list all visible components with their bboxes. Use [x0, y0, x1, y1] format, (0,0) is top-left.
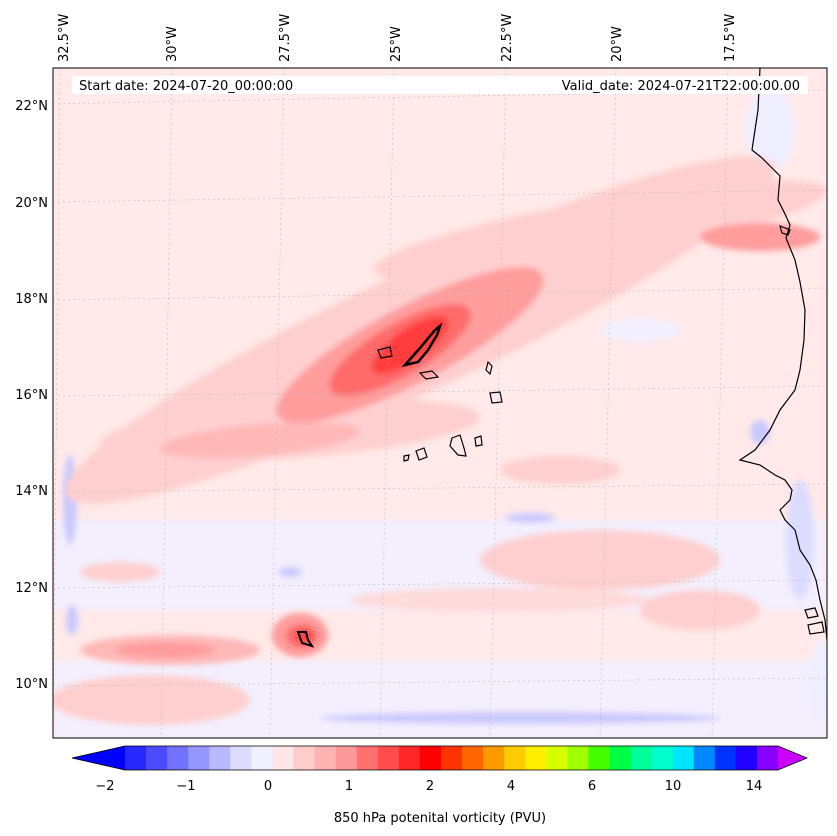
- colorbar-bin: [188, 746, 210, 770]
- lon-label: 27.5°W: [278, 14, 293, 62]
- colorbar-bin: [251, 746, 273, 770]
- lon-label: 20°W: [610, 26, 625, 62]
- colorbar-bin: [588, 746, 610, 770]
- lon-label: 22.5°W: [500, 14, 515, 62]
- header-box: [72, 76, 808, 94]
- colorbar-bin: [504, 746, 526, 770]
- lat-label: 10°N: [15, 677, 48, 692]
- colorbar-extend-max: [778, 746, 807, 770]
- coastlines: [296, 68, 827, 648]
- map-border: [52, 67, 828, 739]
- colorbar-bin: [419, 746, 442, 770]
- colorbar-bin: [462, 746, 484, 770]
- pv-field: [53, 68, 827, 738]
- colorbar-tick-label: −1: [176, 779, 195, 794]
- colorbar-tick-label: 6: [588, 779, 596, 794]
- colorbar-bin: [167, 746, 189, 770]
- colorbar-bin: [293, 746, 316, 770]
- colorbar-tick-label: 4: [507, 779, 515, 794]
- colorbar-bin: [398, 746, 421, 770]
- lon-label: 32.5°W: [57, 14, 72, 62]
- colorbar-bin: [335, 746, 358, 770]
- colorbar-tick-label: 0: [264, 779, 272, 794]
- colorbar-bin: [272, 746, 295, 770]
- colorbar-ticks: −2 −1 0 1 2 4 6 10 14: [95, 779, 762, 794]
- colorbar-bin: [609, 746, 632, 770]
- colorbar-label: 850 hPa potenital vorticity (PVU): [334, 811, 546, 826]
- cape-verde-santiago: [449, 434, 467, 457]
- colorbar-bin: [651, 746, 674, 770]
- valid-date-label: Valid_date: 2024-07-21T22:00:00.00: [562, 79, 800, 94]
- colorbar-bin: [230, 746, 252, 770]
- colorbar-outline: [71, 745, 809, 771]
- lon-label: 30°W: [165, 26, 180, 62]
- lat-label: 22°N: [15, 99, 48, 114]
- colorbar-bin: [546, 746, 568, 770]
- lat-label: 12°N: [15, 581, 48, 596]
- colorbar-tick-label: −2: [95, 779, 114, 794]
- colorbar-bin: [672, 746, 695, 770]
- start-date-label: Start date: 2024-07-20_00:00:00: [79, 79, 293, 94]
- colorbar: [71, 745, 809, 771]
- cape-verde-fogo: [415, 447, 428, 461]
- lat-label: 14°N: [15, 484, 48, 499]
- colorbar-bin: [483, 746, 505, 770]
- colorbar-bin: [146, 746, 168, 770]
- bijagos-islands: [804, 607, 825, 635]
- lon-label: 25°W: [389, 26, 404, 62]
- colorbar-tick-label: 14: [746, 779, 763, 794]
- colorbar-bin: [125, 746, 147, 770]
- longitude-labels: 32.5°W 30°W 27.5°W 25°W 22.5°W 20°W 17.5…: [57, 14, 738, 62]
- graticule: [53, 68, 827, 738]
- colorbar-bin: [525, 746, 547, 770]
- colorbar-bin: [377, 746, 400, 770]
- cape-verde-sao-nicolau: [418, 370, 440, 380]
- colorbar-bin: [314, 746, 337, 770]
- lat-label: 16°N: [15, 388, 48, 403]
- west-africa-island-1: [296, 631, 315, 648]
- colorbar-tick-label: 1: [345, 779, 353, 794]
- africa-coastline: [738, 68, 827, 641]
- cape-verde-sal: [485, 360, 493, 376]
- lat-label: 20°N: [15, 196, 48, 211]
- colorbar-bin: [735, 746, 758, 770]
- colorbar-bin: [209, 746, 231, 770]
- latitude-labels: 22°N 20°N 18°N 16°N 14°N 12°N 10°N: [15, 99, 48, 692]
- lon-label: 17.5°W: [723, 14, 738, 62]
- lat-label: 18°N: [15, 292, 48, 307]
- colorbar-bin: [356, 746, 379, 770]
- positive-pv-regions: [53, 156, 827, 725]
- cape-verde-maio: [474, 435, 483, 447]
- colorbar-bin: [693, 746, 716, 770]
- colorbar-extend-min: [72, 746, 125, 770]
- colorbar-bin: [440, 746, 463, 770]
- colorbar-bin: [714, 746, 737, 770]
- cape-verde-santo-antao: [401, 322, 443, 368]
- cape-verde-sao-vicente: [377, 346, 393, 359]
- colorbar-bin: [630, 746, 653, 770]
- colorbar-bin: [756, 746, 779, 770]
- colorbar-tick-label: 2: [426, 779, 434, 794]
- colorbar-bin: [567, 746, 589, 770]
- cape-verde-brava: [403, 454, 410, 462]
- colorbar-tick-label: 10: [665, 779, 682, 794]
- cape-verde-boavista: [489, 391, 503, 404]
- dakar-peninsula: [779, 224, 791, 236]
